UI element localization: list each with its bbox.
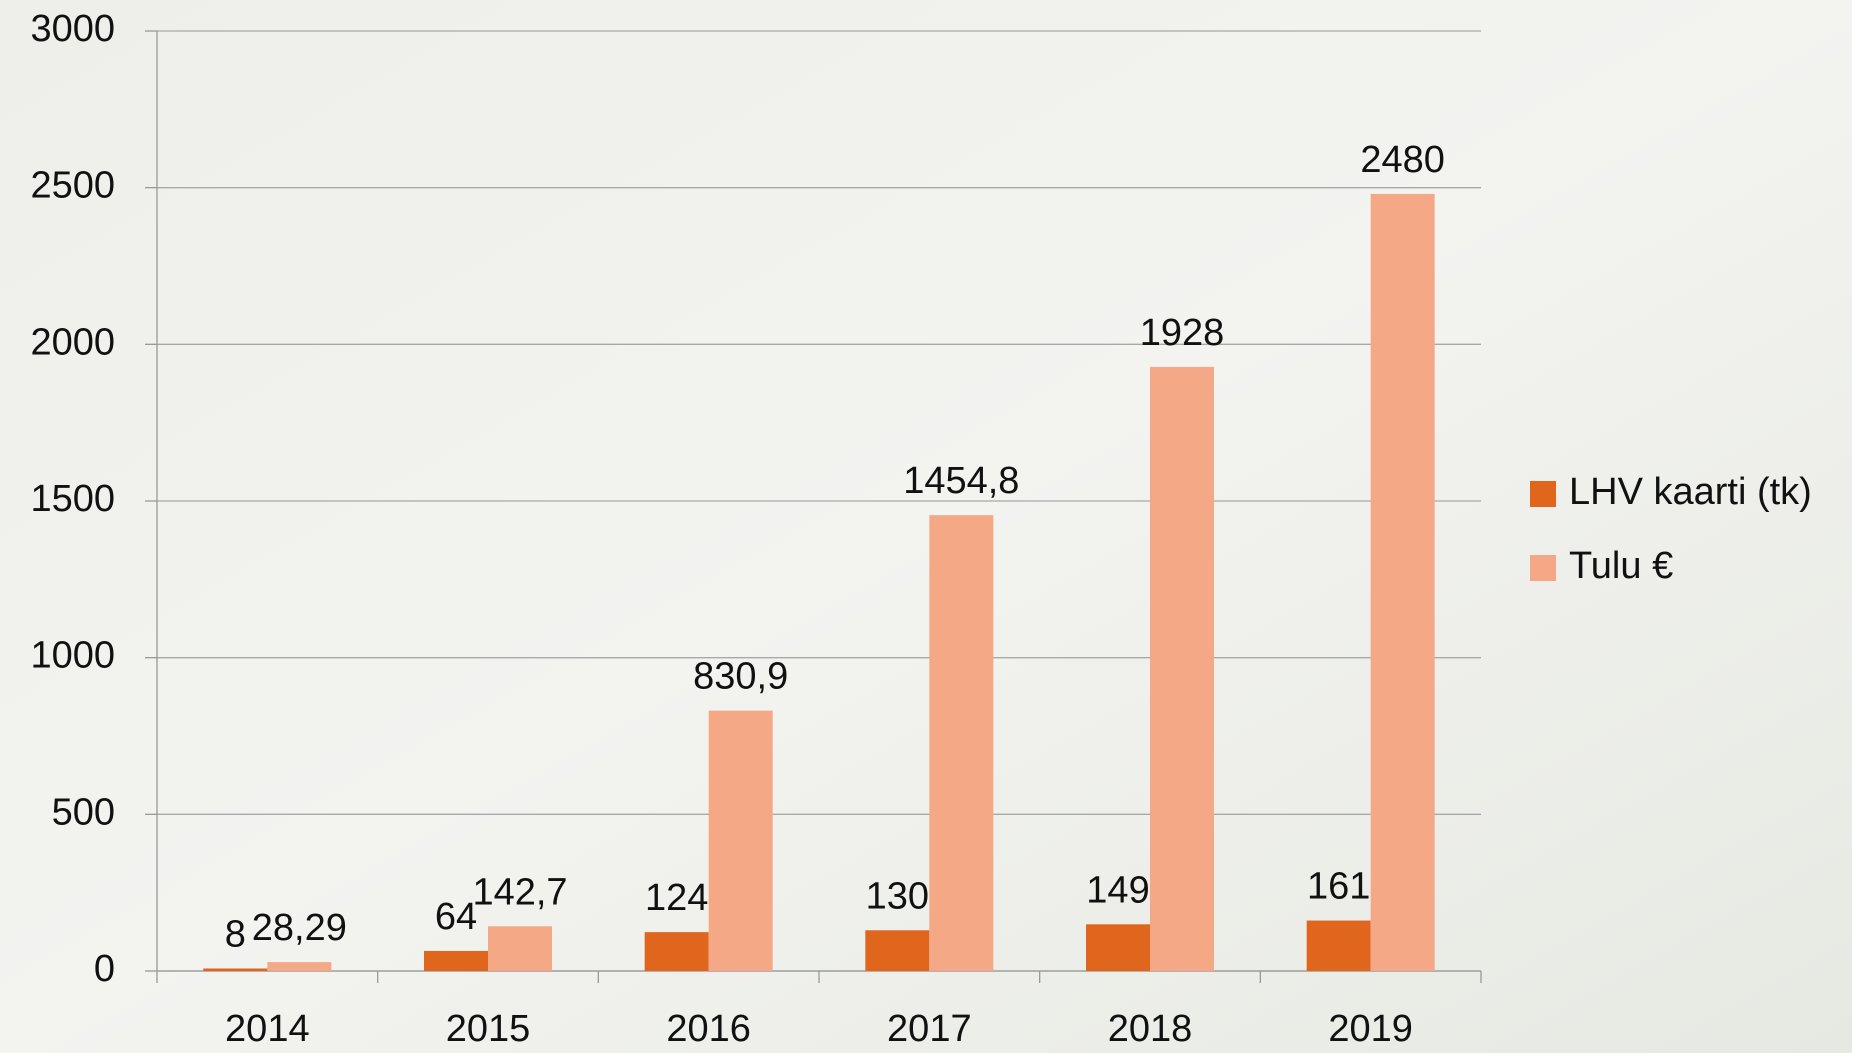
- bar: [424, 950, 488, 971]
- bar: [1150, 366, 1214, 972]
- bar: [203, 968, 268, 971]
- data-label: 1928: [1140, 312, 1225, 354]
- x-tick-label: 2018: [1108, 1008, 1193, 1050]
- data-label: 2480: [1360, 139, 1445, 181]
- bar: [1370, 193, 1435, 971]
- x-tick-label: 2016: [666, 1008, 751, 1050]
- legend-swatch: [1530, 481, 1556, 507]
- data-label: 1454,8: [903, 460, 1019, 502]
- data-label: 149: [1086, 869, 1149, 911]
- data-label: 830,9: [693, 656, 788, 698]
- y-tick-label: 0: [94, 948, 115, 990]
- y-tick-label: 1500: [30, 478, 115, 520]
- x-tick-label: 2017: [887, 1008, 972, 1050]
- data-label: 28,29: [252, 907, 347, 949]
- y-tick-label: 500: [52, 791, 115, 833]
- x-tick-label: 2019: [1328, 1008, 1413, 1050]
- bar: [488, 926, 552, 971]
- data-label: 130: [866, 875, 929, 917]
- x-tick-label: 2015: [446, 1008, 531, 1050]
- bar: [267, 962, 332, 971]
- data-label: 124: [645, 877, 708, 919]
- bar: [1086, 924, 1150, 971]
- data-label: 161: [1307, 866, 1370, 908]
- bar: [1306, 920, 1371, 971]
- y-tick-label: 2500: [30, 165, 115, 207]
- x-tick-label: 2014: [225, 1008, 310, 1050]
- bar: [865, 930, 930, 971]
- legend-swatch: [1530, 555, 1556, 581]
- data-label: 8: [225, 914, 246, 956]
- data-label: 142,7: [472, 871, 567, 913]
- bar: [644, 932, 709, 971]
- y-tick-label: 2000: [30, 321, 115, 363]
- legend-label: LHV kaarti (tk): [1569, 471, 1812, 513]
- legend-label: Tulu €: [1569, 545, 1673, 587]
- y-tick-label: 3000: [30, 8, 115, 50]
- y-tick-label: 1000: [30, 635, 115, 677]
- bar: [929, 515, 994, 971]
- data-label: 64: [435, 896, 477, 938]
- bar: [708, 710, 773, 971]
